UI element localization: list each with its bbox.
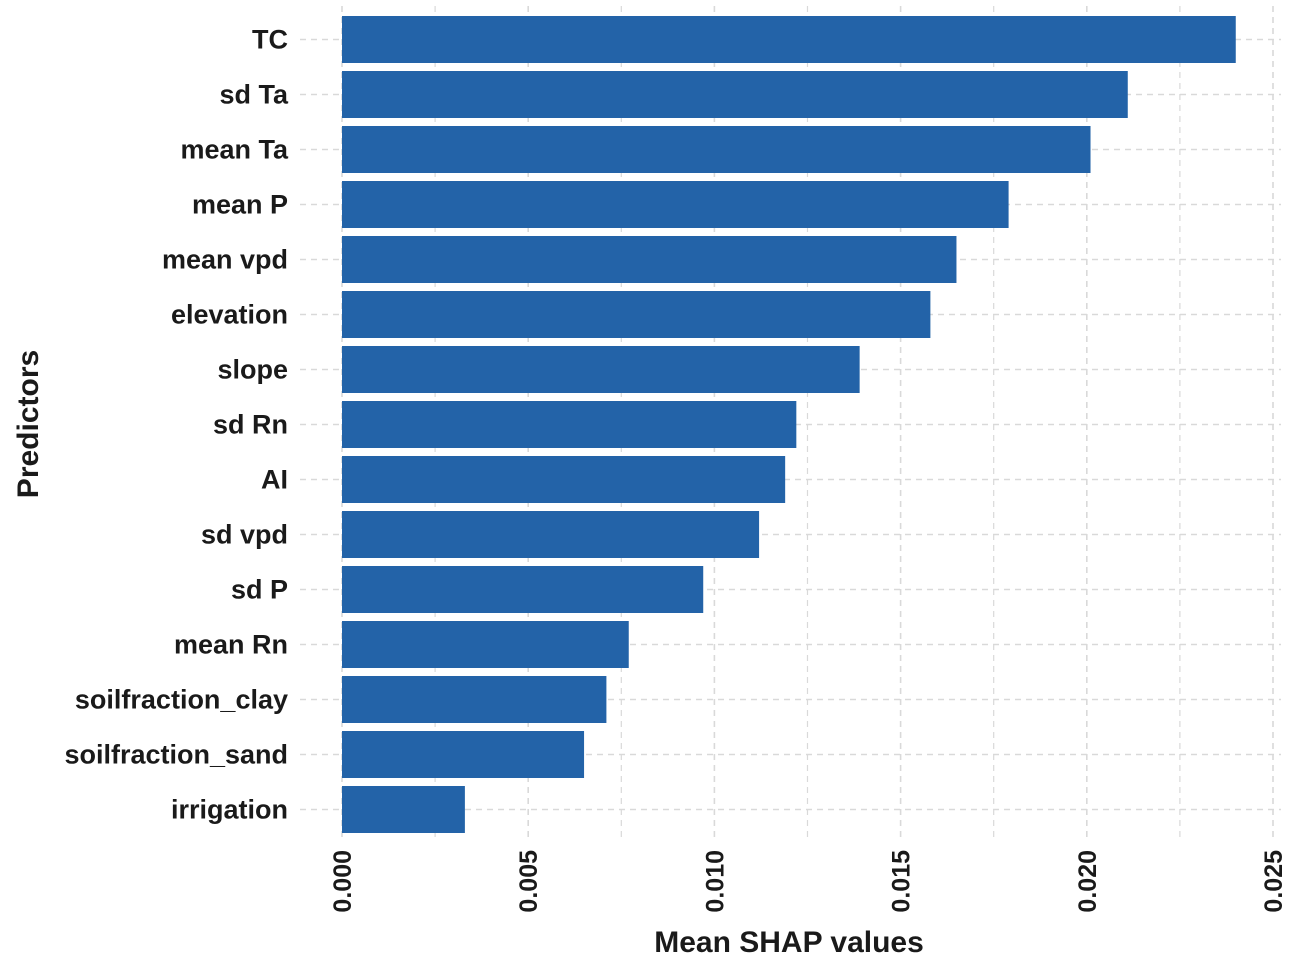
x-tick-label: 0.020: [1074, 850, 1102, 913]
grid-layer: [300, 6, 1281, 842]
x-tick-label: 0.025: [1260, 850, 1288, 913]
category-label: AI: [261, 465, 288, 495]
category-label: slope: [217, 355, 288, 385]
category-label: sd vpd: [201, 520, 288, 550]
bar-sd-p: [342, 566, 704, 613]
bar-slope: [342, 346, 860, 393]
category-label: mean vpd: [162, 245, 288, 275]
bar-sd-vpd: [342, 511, 760, 558]
bar-mean-ta: [342, 126, 1091, 173]
category-labels: TC sd Ta mean Ta mean P mean vpd elevation slo…: [64, 25, 289, 825]
category-label: sd P: [231, 575, 288, 605]
x-tick-label: 0.005: [515, 850, 543, 913]
category-label: mean Rn: [174, 630, 288, 660]
x-tick-label: 0.015: [888, 850, 916, 913]
bar-soilfraction-clay: [342, 676, 607, 723]
category-label: soilfraction_clay: [75, 685, 288, 715]
x-tick-labels: 0.000 0.005 0.010 0.015 0.020 0.025: [329, 850, 1288, 913]
category-label: soilfraction_sand: [64, 740, 288, 770]
bar-tc: [342, 16, 1236, 63]
category-label: sd Ta: [219, 80, 288, 110]
category-label: mean Ta: [180, 135, 289, 165]
category-label: irrigation: [171, 795, 288, 825]
x-tick-label: 0.010: [701, 850, 729, 913]
category-label: sd Rn: [213, 410, 288, 440]
bar-sd-rn: [342, 401, 797, 448]
category-label: mean P: [192, 190, 288, 220]
bar-elevation: [342, 291, 931, 338]
bars: [342, 16, 1236, 833]
x-tick-label: 0.000: [329, 850, 357, 913]
category-label: TC: [252, 25, 288, 55]
bar-mean-vpd: [342, 236, 957, 283]
bar-sd-ta: [342, 71, 1128, 118]
bar-irrigation: [342, 786, 465, 833]
x-axis-title: Mean SHAP values: [654, 926, 924, 958]
bar-ai: [342, 456, 786, 503]
bar-mean-p: [342, 181, 1009, 228]
bar-mean-rn: [342, 621, 629, 668]
y-axis-title: Predictors: [12, 350, 45, 498]
category-label: elevation: [171, 300, 288, 330]
bar-soilfraction-sand: [342, 731, 585, 778]
